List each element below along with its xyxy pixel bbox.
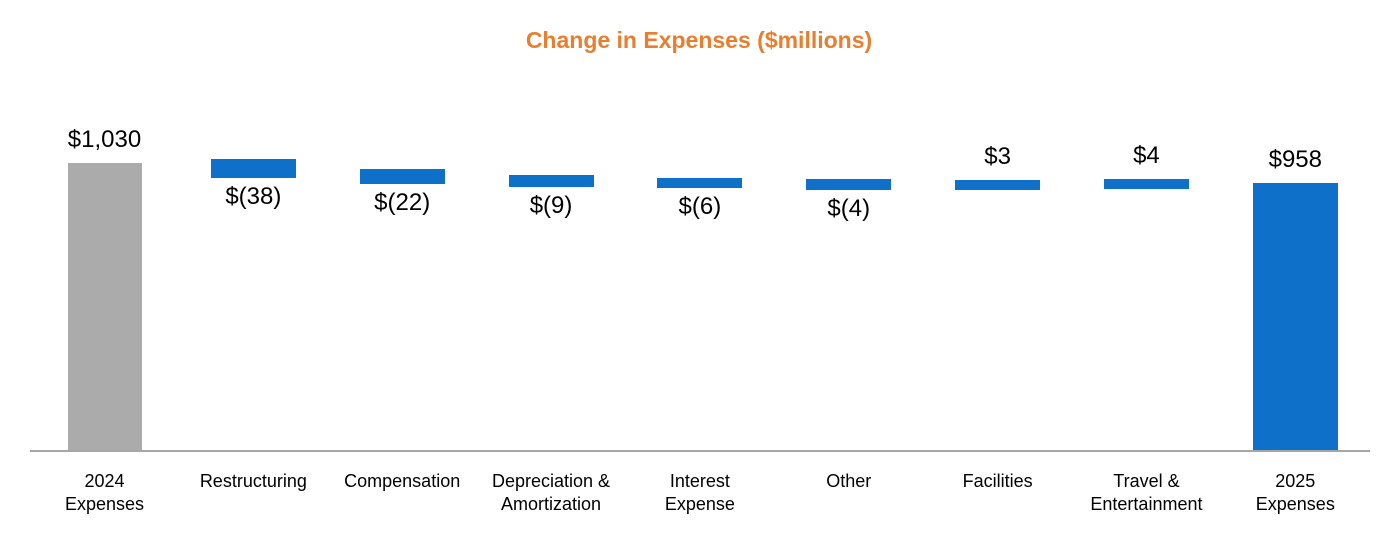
- value-label-interest-expense: $(6): [678, 193, 722, 221]
- value-label-other: $(4): [827, 194, 871, 222]
- x-axis-line: [30, 450, 1370, 452]
- bar-2024-expenses: [67, 163, 142, 450]
- bar-restructuring: [210, 158, 296, 179]
- category-label-depreciation-amortization: Depreciation & Amortization: [492, 471, 611, 514]
- category-label-2025-expenses: 2025 Expenses: [1255, 471, 1335, 514]
- bar-travel-entertainment: [1103, 178, 1189, 189]
- value-label-restructuring: $(38): [225, 183, 282, 211]
- bar-interest-expense: [657, 177, 743, 189]
- bar-facilities: [955, 179, 1041, 190]
- bar-compensation: [359, 169, 445, 185]
- bar-depreciation-amortization: [508, 175, 594, 187]
- category-label-interest-expense: Interest Expense: [664, 471, 735, 514]
- value-label-2025-expenses: $958: [1268, 146, 1322, 174]
- value-label-compensation: $(22): [374, 189, 431, 217]
- value-label-depreciation-amortization: $(9): [529, 191, 573, 219]
- value-label-travel-entertainment: $4: [1133, 141, 1160, 169]
- category-label-travel-entertainment: Travel & Entertainment: [1090, 471, 1203, 514]
- category-label-restructuring: Restructuring: [199, 471, 307, 491]
- category-label-2024-expenses: 2024 Expenses: [64, 471, 145, 514]
- value-label-facilities: $3: [984, 142, 1011, 170]
- category-label-compensation: Compensation: [344, 471, 461, 491]
- value-label-2024-expenses: $1,030: [67, 126, 142, 153]
- bar-other: [806, 179, 892, 190]
- bar-2025-expenses: [1252, 183, 1338, 450]
- category-label-facilities: Facilities: [962, 471, 1033, 491]
- chart-title: Change in Expenses ($millions): [525, 27, 873, 53]
- category-label-other: Other: [826, 471, 872, 491]
